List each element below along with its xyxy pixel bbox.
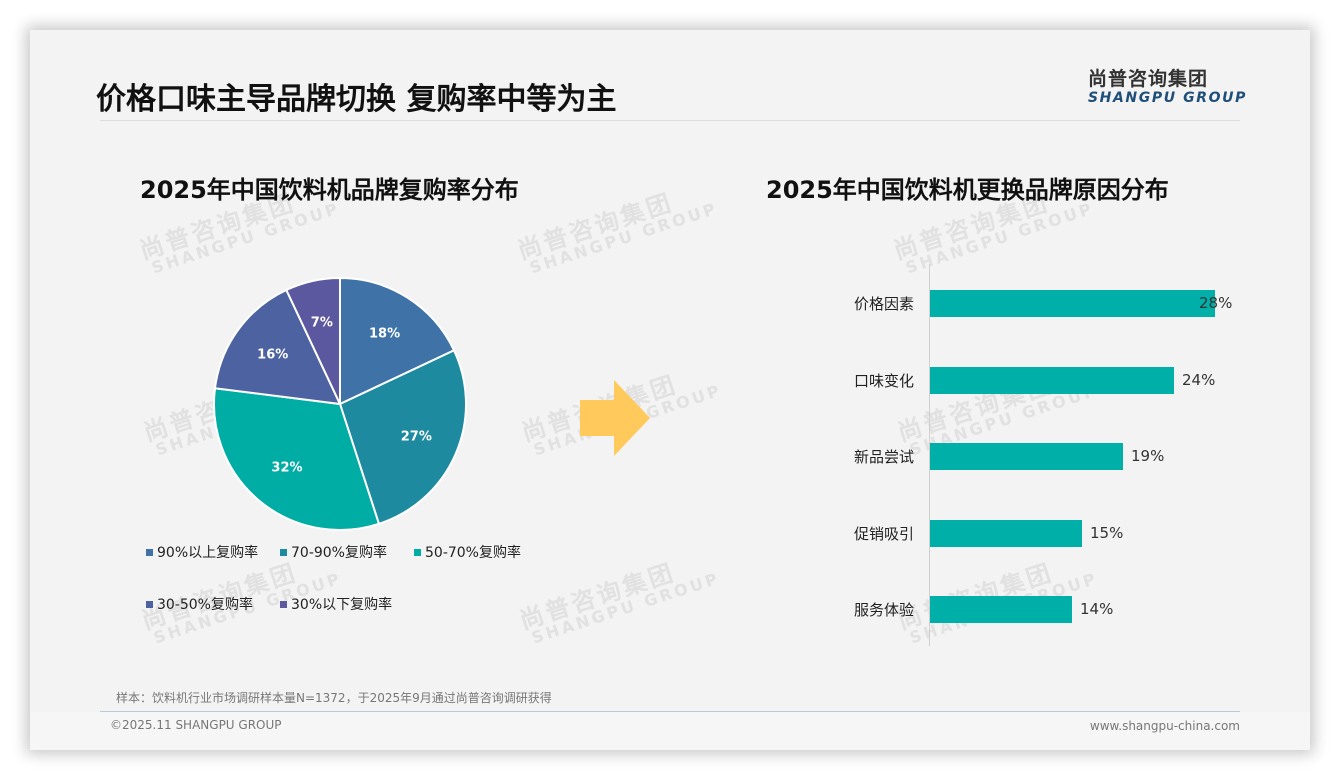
bar-chart-title: 2025年中国饮料机更换品牌原因分布: [766, 176, 1169, 204]
legend-item: 30%以下复购率: [280, 594, 392, 614]
slide: 价格口味主导品牌切换 复购率中等为主 尚普咨询集团 SHANGPU GROUP …: [30, 30, 1310, 750]
legend-item: 70-90%复购率: [280, 542, 387, 562]
logo-chinese-text: 尚普咨询集团: [1088, 68, 1209, 90]
pie-slice: [213, 288, 342, 406]
bar-category-label: 价格因素: [853, 294, 914, 313]
pie-slice-value-label: 16%: [257, 347, 289, 363]
bar: [930, 366, 1174, 394]
bar-value-label: 28%: [1199, 294, 1233, 312]
legend-label: 70-90%复购率: [291, 545, 387, 561]
category-axis: [929, 264, 930, 646]
pie-slice-value-label: 27%: [400, 429, 432, 445]
legend-swatch: [280, 548, 287, 556]
pie-slice: [213, 387, 381, 531]
bar-row: 服务体验 14%: [830, 595, 1113, 623]
legend-label: 30-50%复购率: [157, 597, 253, 613]
bar-category-label: 口味变化: [853, 371, 914, 390]
sample-note: 样本：饮料机行业市场调研样本量N=1372，于2025年9月通过尚普咨询调研获得: [116, 691, 552, 705]
bar-category-label: 新品尝试: [853, 447, 914, 466]
pie-slice: [285, 276, 341, 405]
footer-band: [30, 712, 1310, 750]
bar: [930, 289, 1215, 317]
bar-category-label: 促销吸引: [853, 524, 914, 543]
bar: [930, 442, 1123, 470]
company-logo: 尚普咨询集团 SHANGPU GROUP: [1088, 64, 1248, 106]
website-link[interactable]: www.shangpu-china.com: [1089, 719, 1240, 733]
pie-slice-value-label: 18%: [368, 326, 401, 342]
legend-item: 90%以上复购率: [146, 542, 258, 562]
legend-swatch: [146, 548, 153, 556]
legend-swatch: [280, 600, 287, 608]
bar-row: 新品尝试 19%: [830, 442, 1164, 470]
legend-item: 30-50%复购率: [146, 594, 253, 614]
bar-row: 口味变化 24%: [830, 366, 1215, 394]
right-arrow-icon: [580, 380, 650, 456]
legend-label: 50-70%复购率: [425, 545, 521, 561]
bar: [930, 595, 1072, 623]
bar-row: 促销吸引 15%: [830, 519, 1123, 547]
pie-chart: 18% 27% 32% 16% 7%: [210, 274, 470, 534]
pie-slice-value-label: 7%: [310, 315, 333, 331]
bar-category-label: 服务体验: [853, 600, 914, 619]
legend-label: 90%以上复购率: [157, 545, 259, 561]
logo-english-text: SHANGPU GROUP: [1088, 90, 1247, 106]
copyright-text: ©2025.11 SHANGPU GROUP: [110, 718, 282, 732]
bar-chart: 价格因素 28% 口味变化 24% 新品尝试 19% 促销吸引 15% 服务体验…: [830, 260, 1270, 650]
page-title: 价格口味主导品牌切换 复购率中等为主: [96, 82, 617, 117]
bar-value-label: 19%: [1131, 447, 1165, 465]
bar-value-label: 14%: [1080, 600, 1114, 618]
pie-slice-value-label: 32%: [271, 460, 303, 476]
legend-item: 50-70%复购率: [414, 542, 521, 562]
pie-slice: [339, 276, 456, 406]
pie-chart-title: 2025年中国饮料机品牌复购率分布: [140, 176, 519, 204]
legend-swatch: [146, 600, 153, 608]
bar-value-label: 15%: [1090, 524, 1124, 542]
pie-chart-graphic: [213, 276, 467, 531]
footer-divider: [100, 711, 1240, 712]
legend-label: 30%以下复购率: [291, 597, 393, 613]
bar-value-label: 24%: [1182, 371, 1216, 389]
legend-swatch: [414, 548, 421, 556]
pie-slice: [338, 349, 467, 526]
title-divider: [100, 120, 1240, 121]
bar-row: 价格因素 28%: [830, 289, 1232, 317]
bar: [930, 519, 1082, 547]
